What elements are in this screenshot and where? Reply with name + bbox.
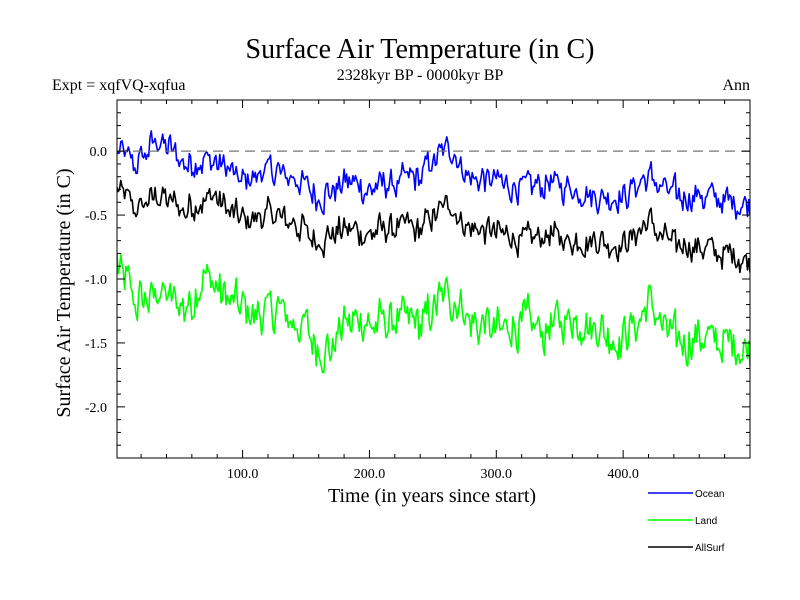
x-tick-label: 300.0 [481, 467, 513, 482]
chart-subtitle: 2328kyr BP - 0000kyr BP [337, 67, 504, 84]
legend-label-allsurf: AllSurf [695, 543, 725, 554]
x-tick-label: 200.0 [354, 467, 386, 482]
x-tick-label: 100.0 [227, 467, 259, 482]
y-tick-label: -2.0 [85, 401, 107, 416]
legend-label-ocean: Ocean [695, 489, 724, 500]
x-tick-labels: 100.0 200.0 300.0 400.0 [227, 467, 639, 482]
y-tick-label: 0.0 [90, 145, 108, 160]
y-tick-label: -1.0 [85, 273, 107, 288]
series-line-allsurf [117, 179, 750, 274]
series-line-ocean [117, 130, 750, 220]
y-tick-label: -0.5 [85, 209, 107, 224]
series-layer [117, 130, 750, 374]
y-axis-label: Surface Air Temperature (in C) [53, 168, 75, 417]
x-tick-label: 400.0 [607, 467, 639, 482]
y-tick-label: -1.5 [85, 337, 107, 352]
axis-ticks [117, 99, 751, 459]
legend-label-land: Land [695, 516, 717, 527]
season-label: Ann [722, 77, 750, 94]
y-tick-labels: 0.0 -0.5 -1.0 -1.5 -2.0 [85, 145, 107, 416]
legend: Ocean Land AllSurf [648, 489, 725, 554]
series-line-land [117, 253, 750, 374]
experiment-label: Expt = xqfVQ-xqfua [52, 77, 185, 94]
chart-title: Surface Air Temperature (in C) [246, 34, 595, 65]
x-axis-label: Time (in years since start) [328, 485, 536, 507]
